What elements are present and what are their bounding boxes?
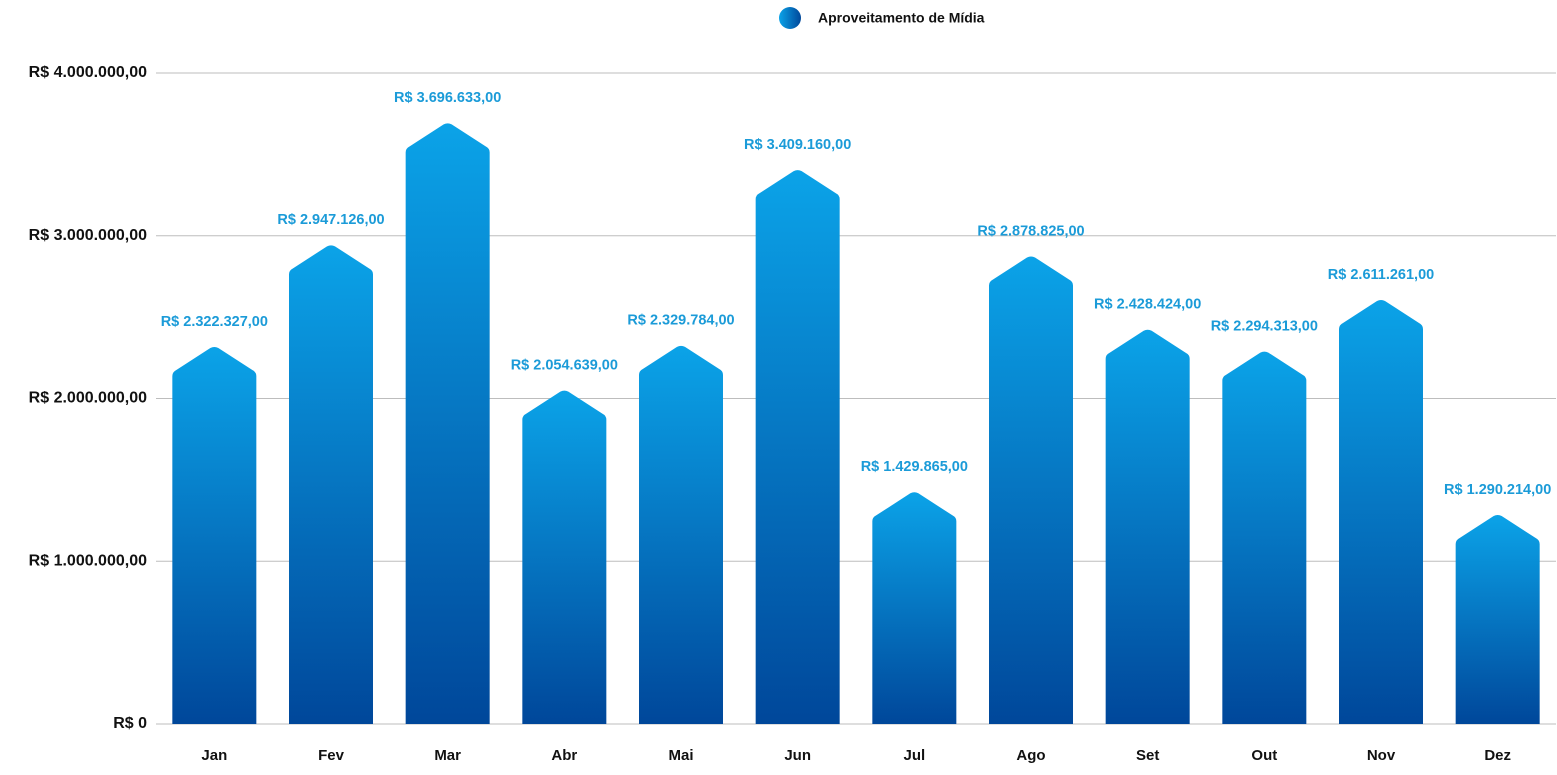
value-label: R$ 2.329.784,00	[627, 313, 734, 329]
value-label: R$ 2.878.825,00	[977, 223, 1084, 239]
x-tick-label: Nov	[1367, 747, 1396, 764]
value-label: R$ 2.054.639,00	[511, 357, 618, 373]
bar	[639, 345, 723, 724]
bar	[405, 123, 490, 724]
bar	[989, 256, 1073, 724]
y-tick-label: R$ 2.000.000,00	[29, 390, 147, 407]
value-label: R$ 2.428.424,00	[1094, 297, 1201, 313]
legend-label: Aproveitamento de Mídia	[818, 10, 985, 26]
x-tick-label: Jan	[201, 747, 227, 764]
x-tick-label: Out	[1251, 747, 1277, 764]
x-tick-label: Ago	[1016, 747, 1045, 764]
x-tick-label: Jul	[903, 747, 925, 764]
x-tick-label: Mai	[668, 747, 693, 764]
value-label: R$ 2.947.126,00	[277, 212, 384, 228]
y-tick-label: R$ 3.000.000,00	[29, 227, 147, 244]
x-tick-label: Jun	[784, 747, 811, 764]
bar	[172, 347, 257, 724]
x-tick-label: Mar	[434, 747, 461, 764]
bar	[872, 492, 957, 724]
value-label: R$ 3.409.160,00	[744, 137, 851, 153]
legend-swatch	[779, 7, 801, 29]
bar	[1222, 351, 1307, 724]
x-tick-label: Dez	[1484, 747, 1511, 764]
bar	[755, 170, 840, 725]
bar	[522, 390, 607, 724]
bar	[1339, 300, 1423, 724]
value-label: R$ 2.294.313,00	[1211, 318, 1318, 334]
value-label: R$ 2.322.327,00	[161, 314, 268, 330]
y-tick-label: R$ 4.000.000,00	[29, 64, 147, 81]
bar	[289, 245, 373, 725]
bar	[1105, 329, 1190, 724]
y-tick-label: R$ 1.000.000,00	[29, 552, 147, 569]
value-label: R$ 3.696.633,00	[394, 90, 501, 106]
value-label: R$ 1.290.214,00	[1444, 482, 1551, 498]
y-tick-label: R$ 0	[113, 715, 147, 732]
x-tick-label: Set	[1136, 747, 1159, 764]
bar	[1455, 515, 1540, 724]
value-label: R$ 2.611.261,00	[1328, 267, 1434, 283]
x-tick-label: Fev	[318, 747, 345, 764]
value-label: R$ 1.429.865,00	[861, 459, 968, 475]
x-tick-label: Abr	[551, 747, 577, 764]
